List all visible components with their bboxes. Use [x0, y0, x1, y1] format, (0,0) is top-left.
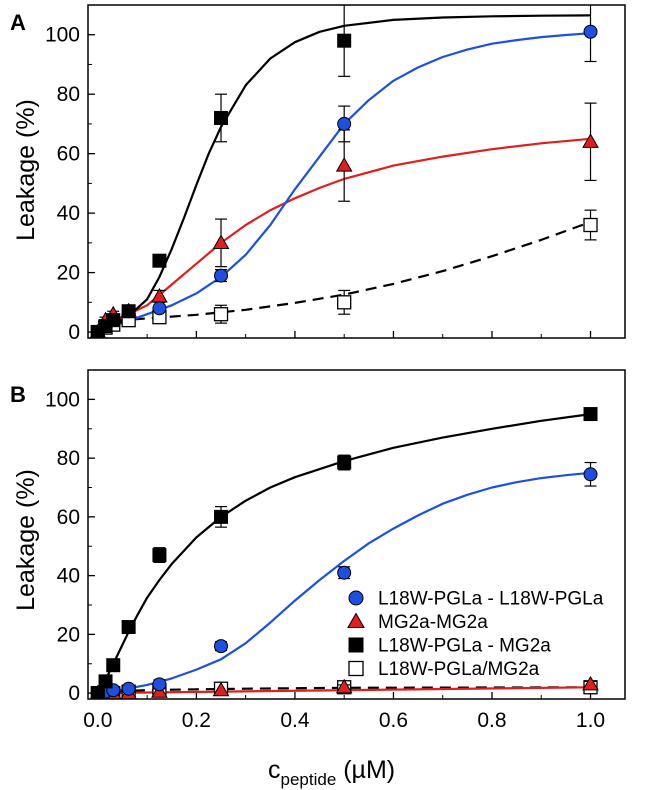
panel-b-y-axis-title: Leakage (%) — [12, 469, 40, 611]
data-point-square — [121, 620, 136, 635]
data-point-square — [106, 313, 121, 328]
data-point-circle — [214, 268, 229, 283]
panel-a-y-tick-label: 40 — [57, 202, 80, 225]
data-point-square — [90, 686, 105, 699]
panel-a-plot-area — [89, 5, 599, 338]
panel-b-y-tick-label: 40 — [57, 565, 80, 588]
data-point-circle — [152, 677, 167, 692]
x-axis-title-subscript: peptide — [281, 770, 337, 789]
x-tick-label: 0.6 — [379, 709, 408, 732]
panel-b-y-tick-label: 80 — [57, 447, 80, 470]
panel-a-frame — [87, 4, 626, 339]
panel-a-y-axis-title: Leakage (%) — [12, 99, 40, 241]
legend-label: L18W-PGLa - L18W-PGLa — [378, 589, 604, 610]
data-point-square — [214, 509, 229, 524]
panel-a-y-tick-label: 80 — [57, 83, 80, 106]
panel-b-y-tick-label: 100 — [45, 388, 80, 411]
data-point-square — [583, 407, 598, 422]
x-tick-label: 1.0 — [576, 709, 605, 732]
data-point-square — [152, 548, 167, 563]
x-tick-label: 0.8 — [477, 709, 506, 732]
data-point-open-square — [213, 307, 229, 322]
panel-a-y-tick-label: 0 — [68, 321, 80, 344]
legend-marker-open-square — [348, 660, 364, 677]
data-point-square — [98, 674, 113, 689]
legend-marker-triangle — [347, 612, 365, 629]
x-tick-label: 0.2 — [182, 709, 211, 732]
data-point-triangle — [335, 678, 353, 694]
legend-marker-square — [348, 637, 364, 653]
data-point-square — [152, 253, 167, 268]
data-point-circle — [214, 639, 229, 654]
legend-label: L18W-PGLa - MG2a — [378, 636, 551, 657]
data-point-square — [214, 110, 229, 125]
panel-b-chart: 0.0 0.2 0.4 0.6 0.8 1.0 0 20 40 60 80 100 — [45, 369, 626, 732]
fit-curve-open-square — [97, 686, 591, 693]
data-point-square — [121, 304, 136, 319]
legend-label: MG2a-MG2a — [378, 612, 488, 633]
fit-curve-open-square — [97, 220, 591, 323]
fit-curve-circle — [97, 471, 591, 693]
x-tick-label: 0.0 — [83, 709, 112, 732]
data-point-triangle — [212, 681, 230, 697]
x-axis-title-unit: (µM) — [336, 756, 395, 784]
panel-a-letter: A — [10, 10, 26, 35]
panel-b-plot-area — [89, 407, 599, 699]
legend-marker-circle — [348, 590, 364, 606]
panel-a-y-tick-label: 100 — [45, 24, 80, 47]
x-axis-title-main: c — [268, 756, 281, 784]
fit-curve-square — [97, 14, 591, 332]
panel-b-y-tick-label: 20 — [57, 623, 80, 646]
data-point-circle — [337, 116, 352, 131]
x-tick-label: 0.4 — [280, 709, 310, 732]
panel-b-letter: B — [10, 382, 26, 407]
data-point-triangle — [335, 157, 353, 172]
x-axis-title: cpeptide (µM) — [268, 756, 395, 789]
panel-b-y-tick-label: 60 — [57, 506, 80, 529]
panel-b-y-tick-label: 0 — [68, 682, 80, 705]
data-point-circle — [121, 681, 136, 696]
data-point-triangle — [582, 675, 599, 691]
data-point-square — [337, 455, 352, 470]
panel-a-chart: 0 20 40 60 80 100 — [45, 4, 626, 344]
panel-a-y-tick-label: 60 — [57, 143, 80, 166]
data-point-circle — [337, 565, 352, 580]
data-point-circle — [152, 301, 167, 316]
legend-label: L18W-PGLa/MG2a — [378, 659, 540, 680]
data-point-square — [337, 33, 352, 48]
data-point-circle — [583, 24, 598, 39]
data-point-triangle — [582, 133, 599, 148]
data-point-open-square — [583, 217, 598, 233]
data-point-open-square — [337, 295, 352, 310]
data-point-triangle — [212, 234, 230, 249]
panel-b-frame — [87, 369, 626, 700]
data-point-square — [106, 658, 121, 673]
data-point-circle — [583, 467, 598, 482]
panel-a-y-tick-label: 20 — [57, 262, 80, 285]
